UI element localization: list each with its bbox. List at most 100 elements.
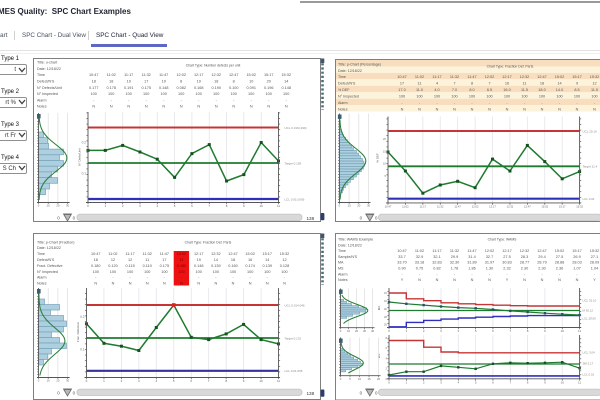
svg-text:N: N: [266, 282, 269, 286]
svg-text:12:47: 12:47: [537, 75, 547, 79]
svg-text:-: -: [401, 101, 403, 105]
svg-text:Date: 12/18/22: Date: 12/18/22: [338, 69, 362, 73]
svg-text:0.110: 0.110: [143, 264, 152, 268]
svg-text:20: 20: [56, 379, 60, 383]
svg-text:12:47: 12:47: [228, 252, 238, 256]
svg-text:Frac. Defective: Frac. Defective: [76, 322, 80, 343]
svg-text:Chart Type: Fraction Def. Par: Chart Type: Fraction Def. Parts: [185, 240, 232, 244]
svg-text:15:02: 15:02: [555, 249, 565, 253]
svg-text:-: -: [559, 272, 561, 276]
svg-text:N: N: [215, 105, 218, 109]
svg-text:100: 100: [196, 270, 202, 274]
svg-text:10: 10: [348, 204, 352, 208]
svg-text:100: 100: [469, 95, 475, 99]
svg-text:14: 14: [265, 258, 269, 262]
svg-text:MS: MS: [377, 354, 381, 359]
svg-text:-: -: [559, 101, 561, 105]
svg-text:2.32: 2.32: [503, 267, 510, 271]
svg-text:-: -: [506, 272, 508, 276]
svg-text:31.97: 31.97: [485, 261, 495, 265]
svg-text:12:17: 12:17: [502, 75, 512, 79]
svg-text:11.0: 11.0: [416, 88, 423, 92]
svg-text:-: -: [419, 272, 421, 276]
svg-text:-: -: [541, 272, 543, 276]
svg-text:-: -: [454, 272, 456, 276]
svg-text:-: -: [251, 98, 253, 102]
svg-text:-: -: [164, 276, 166, 280]
svg-text:LCL 0.01: LCL 0.01: [583, 197, 595, 201]
svg-text:19: 19: [197, 80, 201, 84]
svg-text:Defect/N'S: Defect/N'S: [37, 80, 55, 84]
svg-text:2: 2: [423, 380, 425, 384]
svg-text:7: 7: [453, 82, 455, 86]
svg-text:N: N: [558, 278, 561, 282]
svg-text:0.100: 0.100: [229, 86, 239, 90]
svg-text:100: 100: [247, 270, 253, 274]
svg-text:15:17: 15:17: [263, 252, 273, 256]
svg-text:N: N: [145, 105, 148, 109]
svg-text:100: 100: [91, 92, 97, 96]
svg-text:0.120: 0.120: [108, 264, 118, 268]
svg-text:20: 20: [357, 204, 361, 208]
svg-text:4: 4: [385, 356, 387, 360]
svg-text:-: -: [146, 98, 148, 102]
svg-text:4: 4: [156, 204, 158, 208]
svg-text:-: -: [128, 98, 130, 102]
svg-text:N: N: [94, 282, 97, 286]
svg-text:10:47: 10:47: [397, 249, 407, 253]
svg-text:14.0: 14.0: [556, 88, 563, 92]
svg-text:19: 19: [127, 80, 131, 84]
svg-text:Notes: Notes: [37, 105, 47, 109]
svg-text:11:32: 11:32: [437, 205, 444, 209]
svg-text:Alarm: Alarm: [338, 101, 348, 105]
svg-text:32.1: 32.1: [433, 255, 440, 259]
svg-text:12: 12: [111, 258, 115, 262]
svg-text:1.04: 1.04: [591, 267, 598, 271]
svg-text:% DEF: % DEF: [338, 88, 350, 92]
svg-text:0: 0: [375, 390, 378, 395]
svg-text:7: 7: [208, 204, 210, 208]
svg-text:-: -: [147, 276, 149, 280]
svg-text:12:47: 12:47: [229, 73, 239, 77]
svg-text:Date: 12/18/22: Date: 12/18/22: [338, 243, 362, 247]
svg-text:6: 6: [385, 346, 387, 350]
svg-text:-: -: [198, 98, 200, 102]
svg-text:100: 100: [521, 95, 527, 99]
svg-text:9: 9: [243, 379, 245, 383]
svg-text:18: 18: [109, 80, 113, 84]
svg-text:12:02: 12:02: [485, 249, 495, 253]
svg-text:0.1: 0.1: [82, 172, 87, 176]
svg-text:N° Inspected: N° Inspected: [37, 270, 58, 274]
svg-text:15:32: 15:32: [590, 75, 600, 79]
svg-text:11:47: 11:47: [467, 75, 476, 79]
svg-text:11:47: 11:47: [454, 205, 461, 209]
svg-text:Time: Time: [338, 249, 346, 253]
svg-text:11:32: 11:32: [450, 249, 459, 253]
svg-text:27.1: 27.1: [591, 255, 598, 259]
svg-text:2.30: 2.30: [538, 267, 545, 271]
svg-text:100: 100: [144, 270, 150, 274]
svg-text:100: 100: [434, 95, 440, 99]
svg-text:12:02: 12:02: [177, 252, 187, 256]
svg-text:1: 1: [406, 329, 408, 333]
svg-text:4: 4: [457, 329, 459, 333]
svg-text:-: -: [284, 276, 286, 280]
svg-text:0: 0: [87, 204, 89, 208]
svg-text:0.90: 0.90: [398, 267, 405, 271]
svg-text:0.174: 0.174: [245, 264, 255, 268]
svg-text:-: -: [594, 101, 596, 105]
svg-text:12: 12: [282, 258, 286, 262]
svg-text:Title: p-Chart (Percentage): Title: p-Chart (Percentage): [338, 62, 381, 66]
svg-text:15:32: 15:32: [590, 249, 600, 253]
svg-text:17: 17: [400, 82, 404, 86]
svg-text:11.5: 11.5: [521, 88, 528, 92]
svg-text:-: -: [524, 101, 526, 105]
svg-text:N: N: [523, 278, 526, 282]
svg-text:100: 100: [591, 95, 597, 99]
svg-text:11:17: 11:17: [124, 73, 133, 77]
svg-text:-: -: [181, 276, 183, 280]
svg-text:N: N: [267, 105, 270, 109]
svg-text:12:17: 12:17: [194, 252, 204, 256]
svg-text:N: N: [232, 282, 235, 286]
svg-text:28.03: 28.03: [572, 261, 582, 265]
